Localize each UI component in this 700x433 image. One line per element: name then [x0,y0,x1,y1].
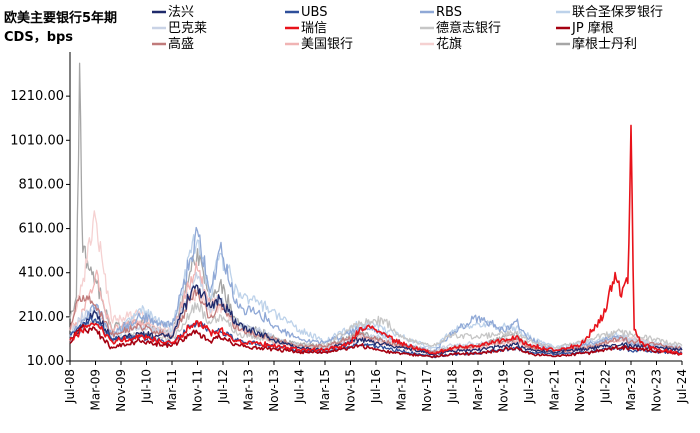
x-tick-label: Jul-12 [216,369,230,404]
y-tick-label: 10.00 [27,354,64,369]
legend-label: JP 摩根 [571,20,614,36]
x-tick-label: Jul-14 [293,369,307,404]
x-tick-label: Mar-21 [548,369,562,410]
legend-label: 联合圣保罗银行 [572,5,663,20]
legend-label: RBS [436,5,462,20]
x-tick-label: Jul-10 [140,369,154,404]
y-tick-label: 810.00 [19,177,65,192]
y-tick-label: 610.00 [19,222,65,237]
x-tick-label: Mar-19 [471,369,485,410]
legend-label: UBS [301,5,327,20]
y-tick-label: 1210.00 [10,89,64,104]
y-tick-label: 1010.00 [10,133,64,148]
legend-label: 德意志银行 [436,20,501,36]
chart-title-line2: CDS，bps [4,30,73,45]
series-line [69,302,683,350]
x-tick-label: Mar-15 [318,369,332,410]
y-tick-label: 410.00 [19,266,65,281]
x-tick-label: Mar-23 [624,369,638,410]
x-tick-label: Jul-18 [446,369,460,404]
x-tick-label: Jul-20 [522,369,536,404]
series-line [69,284,683,356]
legend-label: 瑞信 [301,21,327,36]
x-tick-label: Mar-13 [242,369,256,410]
y-tick-label: 210.00 [19,310,65,325]
x-tick-label: Jul-08 [63,369,77,404]
x-tick-label: Mar-17 [395,369,409,410]
x-axis: Jul-08 Mar-09 Nov-09 Jul-10 Mar-11 Nov-11 Jul-… [63,360,689,412]
x-tick-label: Nov-09 [114,369,128,412]
x-tick-label: Nov-21 [573,369,587,412]
x-tick-label: Nov-23 [650,369,664,412]
series-line [69,323,683,359]
x-tick-label: Jul-22 [599,369,613,404]
legend-label: 巴克莱 [168,21,207,36]
x-tick-label: Jul-24 [675,369,689,404]
x-tick-label: Nov-17 [420,369,434,412]
x-tick-label: Nov-11 [191,369,205,412]
y-axis: 10.00 210.00 410.00 610.00 810.00 1010.00 1210… [10,52,71,369]
series-line [69,62,682,355]
legend-label: 摩根士丹利 [572,36,637,52]
x-tick-label: Nov-19 [497,369,511,412]
x-tick-label: Jul-16 [369,369,383,404]
x-tick-label: Nov-13 [267,369,281,412]
legend-label: 高盛 [168,36,194,52]
legend-label: 花旗 [436,36,462,52]
series-line [69,124,683,356]
legend-label: 美国银行 [301,37,353,52]
x-tick-label: Nov-15 [344,369,358,412]
chart-title-line1: 欧美主要银行5年期 [4,10,117,26]
x-tick-label: Mar-09 [89,369,103,410]
plot-area [69,62,683,359]
legend-label: 法兴 [168,5,194,20]
x-tick-label: Mar-11 [165,369,179,410]
